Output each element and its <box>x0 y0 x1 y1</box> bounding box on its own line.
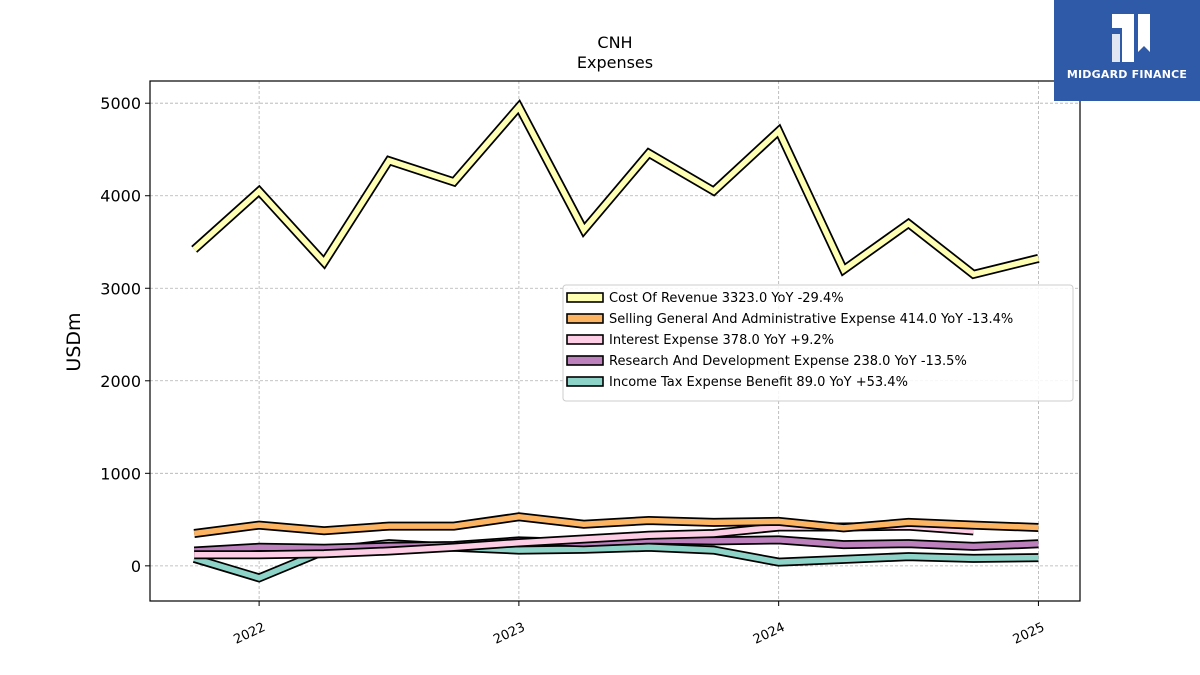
legend-swatch <box>566 334 604 345</box>
brand-mark-icon <box>1112 14 1150 62</box>
series-line <box>192 102 1040 278</box>
y-tick-label: 0 <box>131 557 141 576</box>
x-tick-label: 2022 <box>231 620 267 648</box>
legend-swatch <box>566 313 604 324</box>
series-line <box>193 514 1039 537</box>
y-axis-label: USDm <box>63 312 85 371</box>
x-tick-label: 2023 <box>491 620 527 648</box>
brand-logo: MIDGARD FINANCE <box>1054 0 1200 101</box>
legend-swatch <box>566 376 604 387</box>
legend-swatch <box>566 292 604 303</box>
y-tick-label: 3000 <box>100 279 141 298</box>
legend-label: Interest Expense 378.0 YoY +9.2% <box>609 333 834 348</box>
x-tick-label: 2025 <box>1011 620 1047 648</box>
legend-item: Research And Development Expense 238.0 Y… <box>566 354 967 369</box>
x-axis-ticks: 2022 2023 2024 2025 <box>231 601 1047 648</box>
y-axis-ticks: 0 1000 2000 3000 4000 5000 <box>100 94 150 576</box>
legend-label: Research And Development Expense 238.0 Y… <box>609 354 967 369</box>
series-2 <box>193 512 1039 538</box>
legend-label: Income Tax Expense Benefit 89.0 YoY +53.… <box>609 375 908 390</box>
x-tick-label: 2024 <box>751 620 787 648</box>
legend-item: Cost Of Revenue 3323.0 YoY -29.4% <box>566 291 844 306</box>
y-tick-label: 5000 <box>100 94 141 113</box>
brand-name: MIDGARD FINANCE <box>1066 68 1188 81</box>
chart-title: CNH <box>597 33 632 52</box>
y-tick-label: 4000 <box>100 187 141 206</box>
series-lines <box>191 98 1040 583</box>
legend-label: Selling General And Administrative Expen… <box>609 312 1013 327</box>
y-tick-label: 2000 <box>100 372 141 391</box>
legend-box <box>562 284 1074 402</box>
legend-item: Interest Expense 378.0 YoY +9.2% <box>566 333 834 348</box>
legend: Cost Of Revenue 3323.0 YoY -29.4% Selling… <box>562 284 1074 402</box>
series-1 <box>191 98 1040 280</box>
legend-item: Selling General And Administrative Expen… <box>566 312 1013 327</box>
legend-swatch <box>566 355 604 366</box>
legend-item: Income Tax Expense Benefit 89.0 YoY +53.… <box>566 375 908 390</box>
plot-frame <box>149 80 1081 602</box>
chart-subtitle: Expenses <box>577 53 653 72</box>
y-tick-label: 1000 <box>100 464 141 483</box>
legend-label: Cost Of Revenue 3323.0 YoY -29.4% <box>609 291 844 306</box>
